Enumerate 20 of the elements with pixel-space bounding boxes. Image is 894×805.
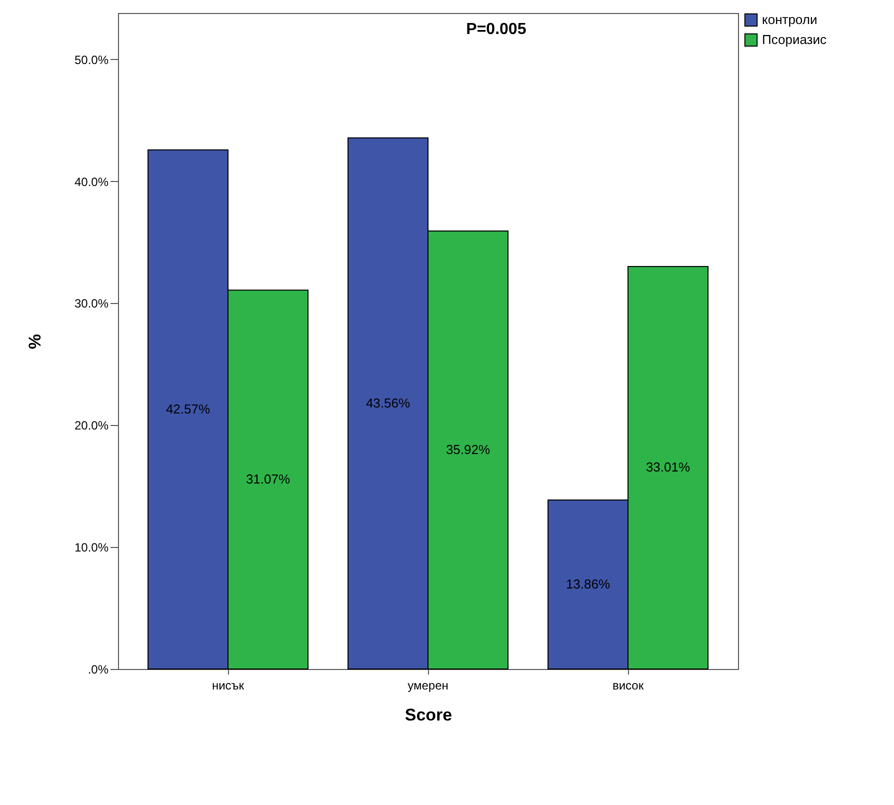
data-label: 42.57% — [166, 401, 210, 416]
y-tick-label: 40.0% — [74, 174, 109, 189]
y-tick-label: 10.0% — [74, 540, 109, 555]
y-tick-label: .0% — [88, 662, 109, 676]
x-tick-label: нисък — [212, 678, 245, 692]
data-label: 35.92% — [446, 442, 490, 458]
annotation: P=0.005 — [466, 21, 526, 38]
x-tick-label: умерен — [408, 678, 448, 692]
x-tick-label: висок — [612, 678, 644, 692]
y-axis-title: % — [25, 334, 44, 350]
legend-label: Псориазис — [762, 32, 828, 47]
y-tick-label: 30.0% — [74, 296, 109, 311]
x-axis-title: Score — [404, 706, 452, 724]
data-label: 43.56% — [366, 395, 410, 410]
y-tick-label: 20.0% — [74, 418, 109, 433]
legend-label: контроли — [762, 12, 818, 27]
y-tick-label: 50.0% — [74, 52, 109, 67]
data-label: 31.07% — [246, 472, 290, 487]
data-label: 33.01% — [646, 460, 690, 475]
data-label: 13.86% — [566, 576, 610, 592]
